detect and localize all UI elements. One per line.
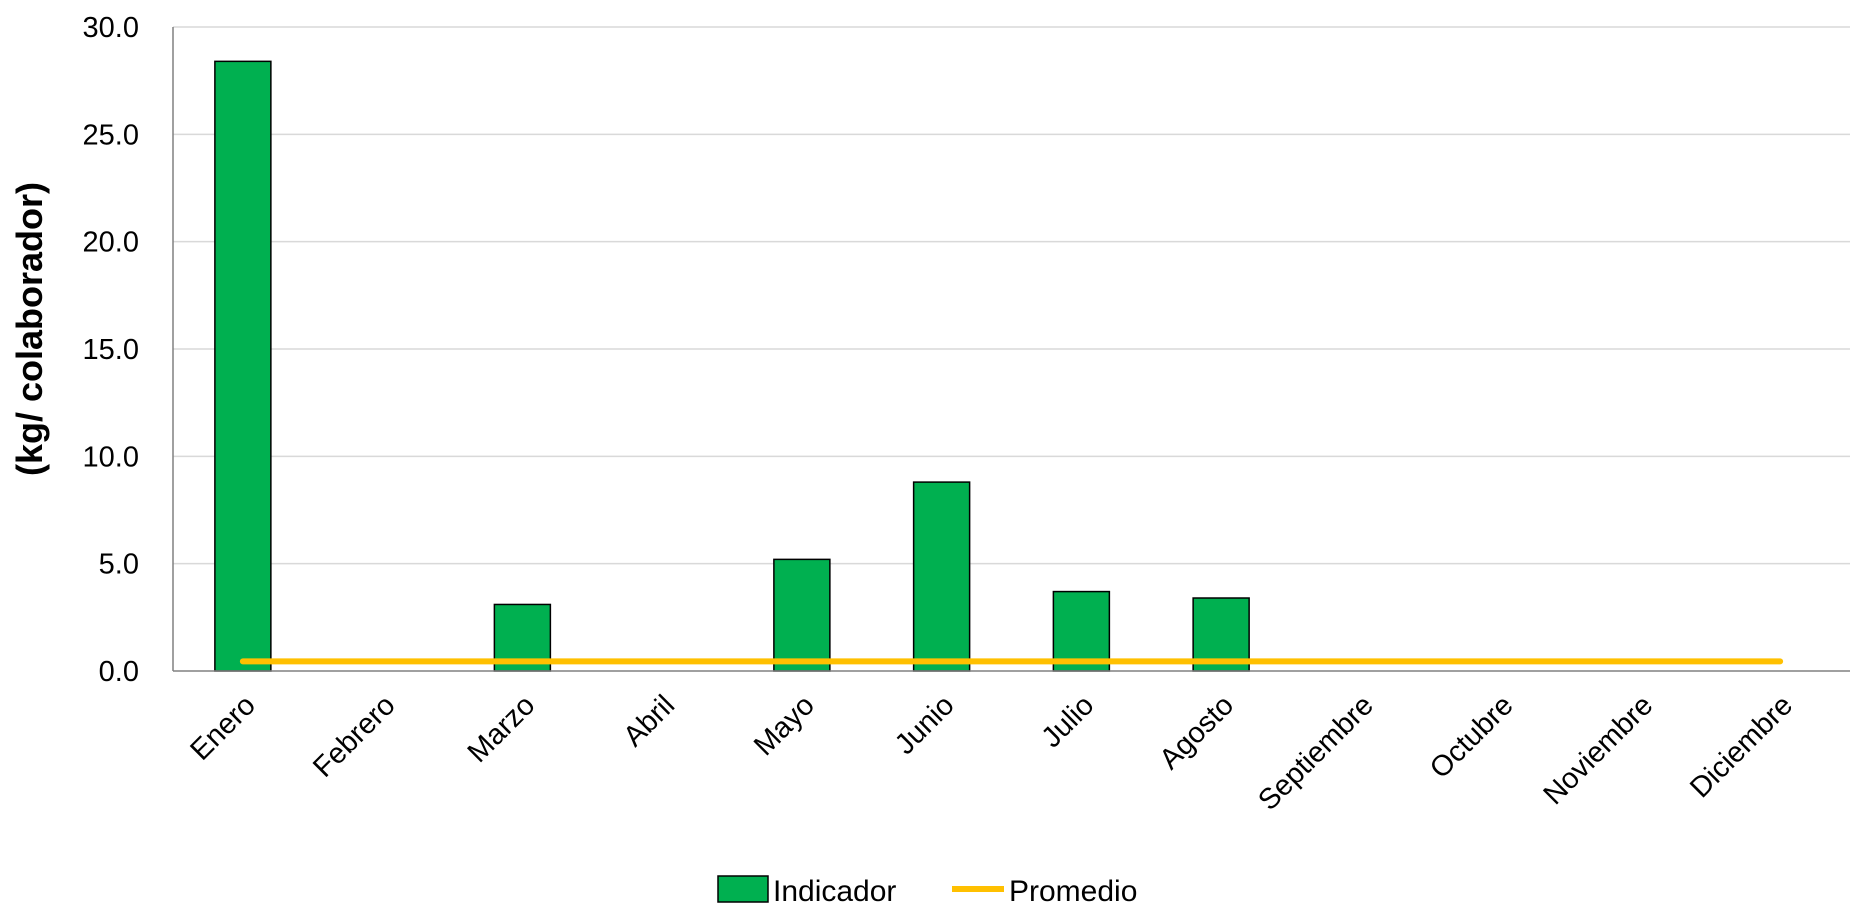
x-tick-label: Enero <box>184 689 261 766</box>
legend-label-indicador: Indicador <box>773 875 896 908</box>
y-tick-label: 30.0 <box>83 12 139 44</box>
x-tick-label: Julio <box>1036 689 1101 754</box>
y-tick-label: 20.0 <box>83 227 139 259</box>
x-tick-label: Marzo <box>462 689 542 769</box>
y-tick-label: 5.0 <box>99 549 139 581</box>
x-tick-label: Agosto <box>1154 689 1240 775</box>
y-tick-label: 0.0 <box>99 656 139 688</box>
x-tick-label: Septiembre <box>1252 689 1380 817</box>
x-tick-label: Febrero <box>307 689 401 783</box>
y-tick-label: 15.0 <box>83 334 139 366</box>
legend: Indicador Promedio <box>717 875 1137 908</box>
x-tick-labels: Enero Febrero Marzo Abril Mayo Junio Julio Agos… <box>184 689 1799 817</box>
bar-enero <box>214 60 272 672</box>
y-tick-label: 25.0 <box>83 119 139 151</box>
x-tick-label: Octubre <box>1424 689 1520 785</box>
bar-mayo <box>773 558 831 672</box>
x-tick-label: Abril <box>617 689 681 753</box>
x-tick-label: Noviembre <box>1538 689 1660 811</box>
bar-series-indicador <box>214 60 1250 672</box>
bar-julio <box>1052 590 1111 672</box>
legend-label-promedio: Promedio <box>1009 875 1137 908</box>
gridlines <box>173 26 1850 565</box>
y-tick-labels: 0.0 5.0 10.0 15.0 20.0 25.0 30.0 <box>83 12 139 688</box>
y-tick-label: 10.0 <box>83 441 139 473</box>
bar-junio <box>912 481 971 672</box>
x-tick-label: Mayo <box>748 689 821 762</box>
x-tick-label: Junio <box>889 689 961 761</box>
y-axis-title: (kg/ colaborador) <box>9 182 50 476</box>
legend-swatch-indicador <box>717 875 769 903</box>
x-tick-label: Diciembre <box>1684 689 1799 804</box>
